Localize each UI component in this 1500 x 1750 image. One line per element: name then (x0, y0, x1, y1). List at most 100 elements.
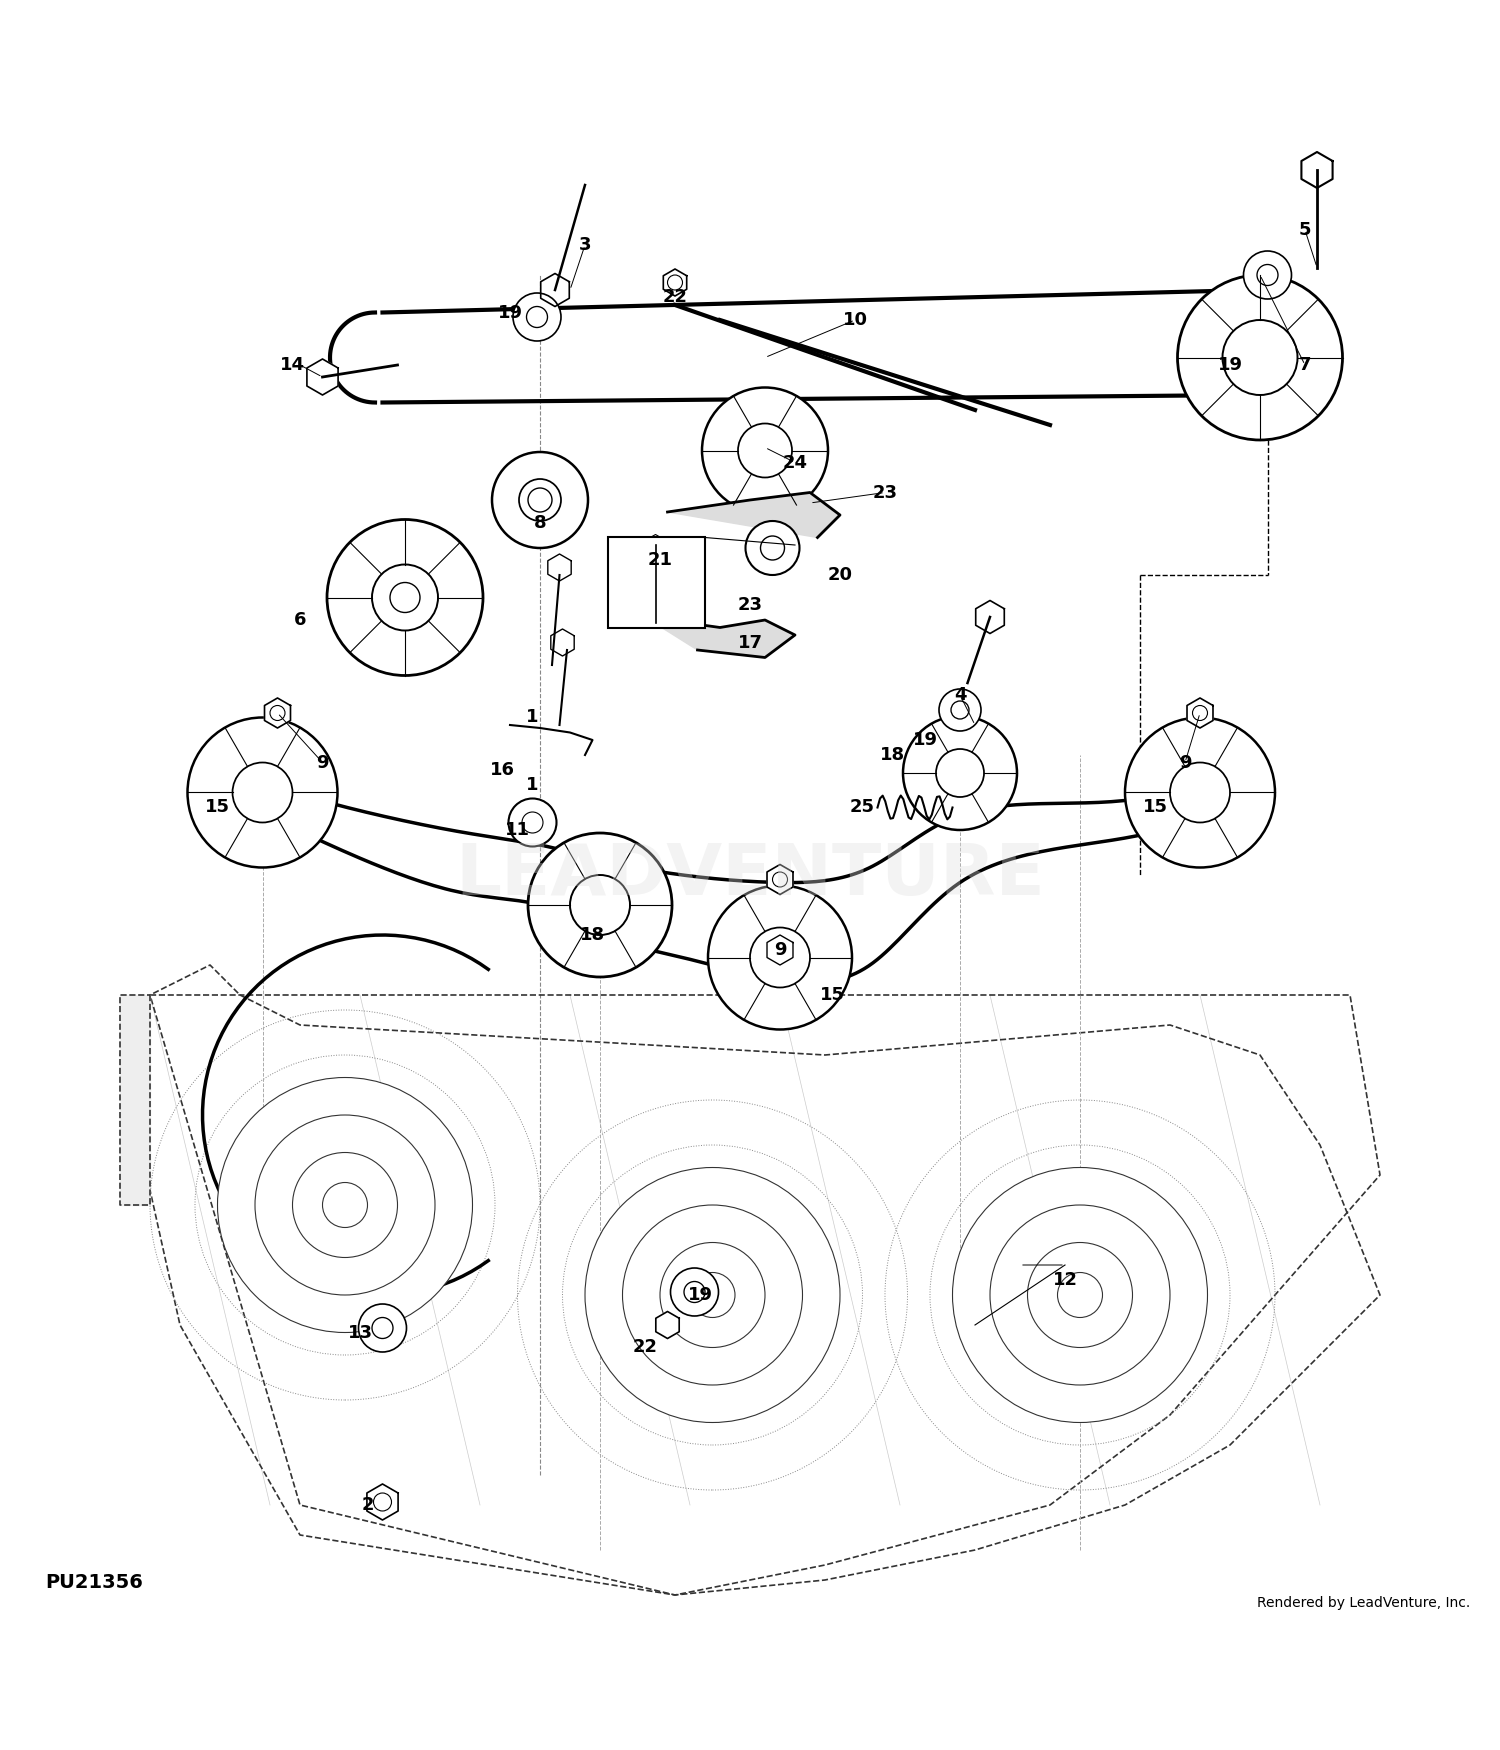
Circle shape (270, 705, 285, 721)
Text: LEADVENTURE: LEADVENTURE (454, 840, 1046, 910)
Text: 19: 19 (688, 1286, 712, 1304)
Text: 6: 6 (294, 611, 306, 628)
Polygon shape (120, 996, 150, 1206)
Text: 19: 19 (498, 303, 522, 322)
Circle shape (528, 833, 672, 977)
Polygon shape (1186, 698, 1214, 728)
Polygon shape (308, 359, 338, 396)
Text: 10: 10 (843, 312, 867, 329)
Circle shape (255, 1115, 435, 1295)
Text: 1: 1 (526, 775, 538, 794)
Circle shape (528, 488, 552, 513)
Polygon shape (1302, 152, 1332, 187)
Polygon shape (656, 1311, 680, 1339)
Polygon shape (975, 600, 1005, 633)
Circle shape (1058, 1272, 1102, 1318)
Polygon shape (550, 628, 574, 656)
Circle shape (372, 1318, 393, 1339)
Circle shape (232, 763, 292, 822)
Text: 15: 15 (206, 798, 230, 817)
Text: 17: 17 (738, 634, 762, 651)
Circle shape (708, 886, 852, 1029)
Circle shape (668, 275, 682, 290)
Text: 16: 16 (490, 761, 514, 779)
Text: 12: 12 (1053, 1270, 1077, 1290)
Polygon shape (668, 492, 840, 537)
Polygon shape (766, 864, 794, 894)
Circle shape (585, 1167, 840, 1423)
Text: 18: 18 (880, 746, 904, 765)
Circle shape (903, 716, 1017, 830)
Text: 1: 1 (526, 709, 538, 726)
Circle shape (513, 292, 561, 341)
Circle shape (1028, 1242, 1132, 1348)
Polygon shape (368, 1484, 398, 1521)
Polygon shape (663, 270, 687, 296)
Text: 22: 22 (663, 289, 687, 306)
Circle shape (374, 1493, 392, 1510)
Text: 11: 11 (506, 821, 530, 838)
Text: 4: 4 (954, 686, 966, 704)
Circle shape (990, 1206, 1170, 1384)
Circle shape (1125, 718, 1275, 868)
Circle shape (509, 798, 556, 847)
Text: 13: 13 (348, 1323, 372, 1342)
Text: 15: 15 (821, 985, 844, 1004)
Text: 25: 25 (850, 798, 874, 817)
Circle shape (684, 1281, 705, 1302)
Polygon shape (766, 934, 794, 964)
Polygon shape (645, 618, 795, 658)
Circle shape (702, 387, 828, 513)
Circle shape (939, 690, 981, 732)
Circle shape (292, 1153, 398, 1258)
Polygon shape (150, 996, 1380, 1594)
Circle shape (526, 306, 548, 327)
Circle shape (492, 452, 588, 548)
Text: 20: 20 (828, 565, 852, 584)
Circle shape (519, 480, 561, 522)
Text: 18: 18 (580, 926, 604, 943)
Circle shape (188, 718, 338, 868)
Circle shape (390, 583, 420, 612)
Circle shape (738, 424, 792, 478)
Circle shape (217, 1078, 472, 1332)
Circle shape (690, 1272, 735, 1318)
Text: 15: 15 (1143, 798, 1167, 817)
Polygon shape (646, 534, 664, 555)
Text: 23: 23 (738, 597, 762, 614)
Polygon shape (548, 555, 572, 581)
Circle shape (952, 1167, 1208, 1423)
Text: 9: 9 (774, 942, 786, 959)
Text: 9: 9 (1179, 754, 1191, 772)
Text: 8: 8 (534, 513, 546, 532)
Circle shape (1170, 763, 1230, 822)
Text: 7: 7 (1299, 355, 1311, 374)
Circle shape (1257, 264, 1278, 285)
Circle shape (670, 1269, 718, 1316)
Text: 3: 3 (579, 236, 591, 254)
Circle shape (772, 872, 788, 887)
Circle shape (322, 1183, 368, 1227)
Text: 22: 22 (633, 1339, 657, 1356)
Circle shape (622, 1206, 803, 1384)
Circle shape (570, 875, 630, 934)
Circle shape (1244, 250, 1292, 299)
Polygon shape (540, 273, 570, 306)
FancyBboxPatch shape (608, 537, 705, 628)
Circle shape (1222, 320, 1298, 396)
Circle shape (936, 749, 984, 796)
Text: 5: 5 (1299, 220, 1311, 240)
Text: 23: 23 (873, 483, 897, 502)
Circle shape (760, 536, 784, 560)
Circle shape (358, 1304, 407, 1353)
Text: Rendered by LeadVenture, Inc.: Rendered by LeadVenture, Inc. (1257, 1596, 1470, 1610)
Circle shape (372, 565, 438, 630)
Text: 2: 2 (362, 1496, 374, 1514)
Text: 24: 24 (783, 453, 807, 471)
Text: 19: 19 (1218, 355, 1242, 374)
Circle shape (1178, 275, 1342, 439)
Text: 9: 9 (316, 754, 328, 772)
Text: 19: 19 (914, 732, 938, 749)
Text: PU21356: PU21356 (45, 1573, 142, 1592)
Circle shape (522, 812, 543, 833)
